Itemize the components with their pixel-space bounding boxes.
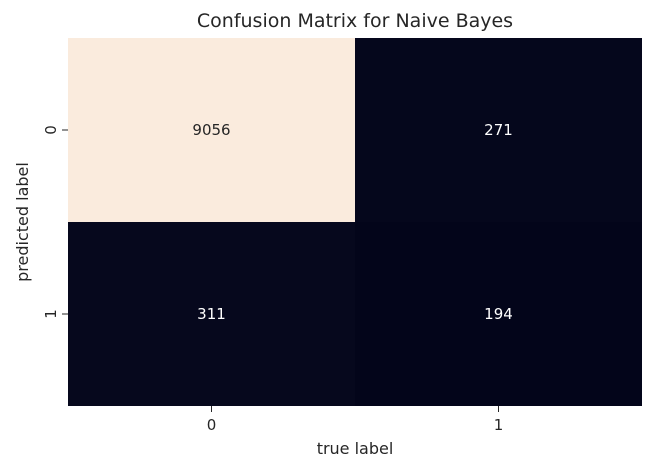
cell-value-r0-c0: 9056 <box>192 121 230 139</box>
x-tick-label-0: 0 <box>207 416 217 434</box>
y-tick-label-0: 0 <box>42 125 60 135</box>
x-tick-label-1: 1 <box>494 416 504 434</box>
x-axis-label: true label <box>317 439 394 458</box>
y-tick-label-1: 1 <box>42 309 60 319</box>
cell-value-r1-c1: 194 <box>484 305 513 323</box>
cell-value-r0-c1: 271 <box>484 121 513 139</box>
heatmap-cell-r1-c0 <box>68 222 355 406</box>
chart-title: Confusion Matrix for Naive Bayes <box>197 10 513 32</box>
heatmap-cells: 9056 271 311 194 <box>68 38 642 406</box>
heatmap-cell-r0-c1 <box>355 38 642 222</box>
heatmap-cell-r1-c1 <box>355 222 642 406</box>
cell-value-r1-c0: 311 <box>197 305 226 323</box>
y-axis-label: predicted label <box>13 162 32 282</box>
heatmap-cell-r0-c0 <box>68 38 355 222</box>
y-axis-ticks: 01 <box>42 125 68 319</box>
